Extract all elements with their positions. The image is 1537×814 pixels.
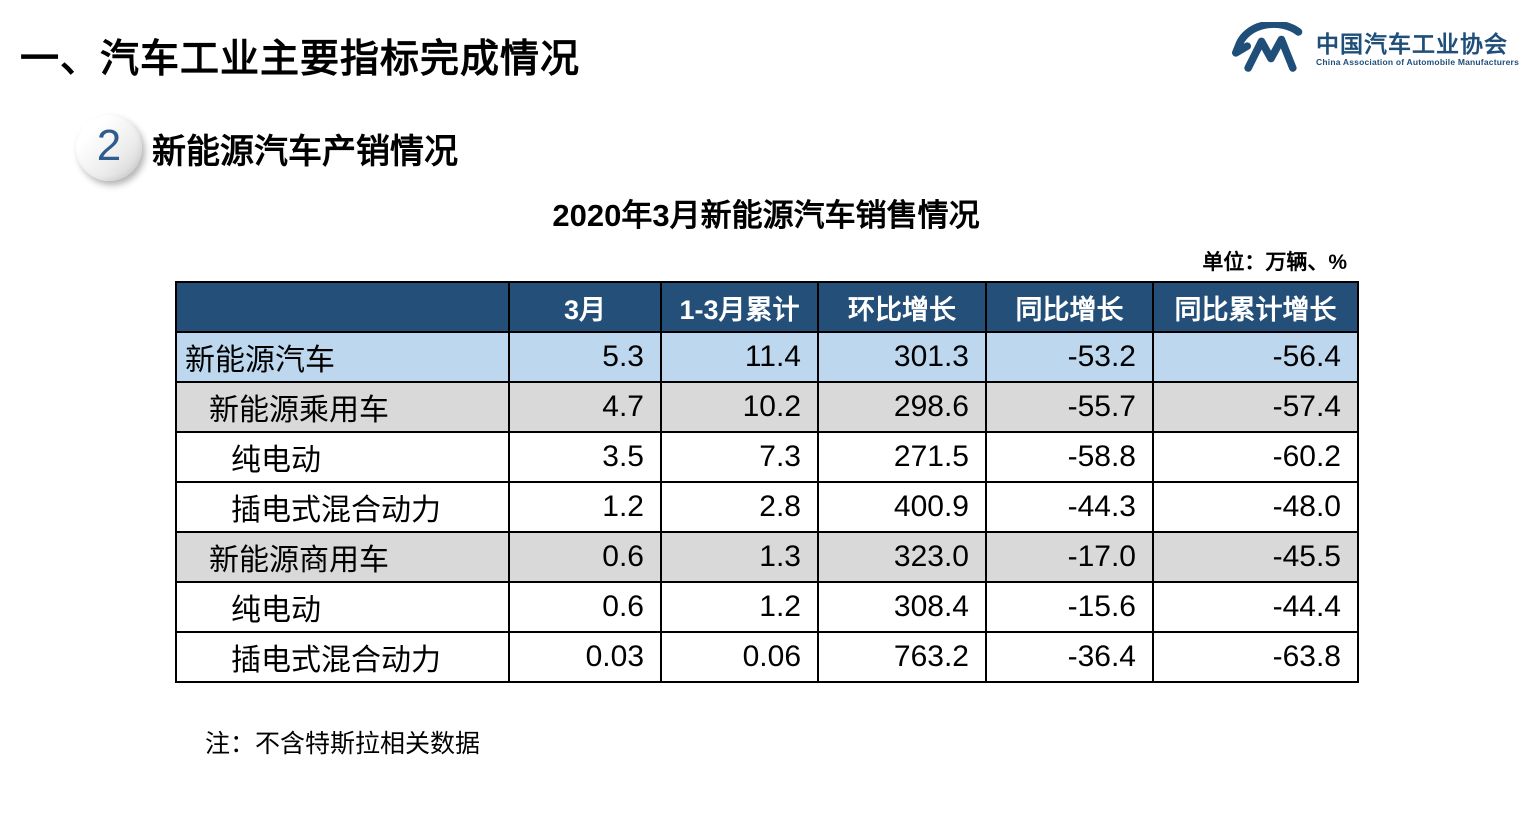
table-header-row: 3月 1-3月累计 环比增长 同比增长 同比累计增长 xyxy=(175,281,1359,333)
cam-monogram-icon xyxy=(1232,22,1303,72)
row-label: 新能源乘用车 xyxy=(175,381,510,433)
row-label: 纯电动 xyxy=(175,431,510,483)
logo-name-cn: 中国汽车工业协会 xyxy=(1316,30,1509,57)
col-header-yoy-growth: 同比增长 xyxy=(985,281,1154,333)
col-header-yoy-cumulative-growth: 同比累计增长 xyxy=(1152,281,1359,333)
logo-name-en: China Association of Automobile Manufact… xyxy=(1316,57,1519,68)
page-title: 一、汽车工业主要指标完成情况 xyxy=(20,38,581,81)
row-label: 纯电动 xyxy=(175,581,510,633)
col-header-cumulative: 1-3月累计 xyxy=(660,281,819,333)
table-row: 插电式混合动力 1.2 2.8 400.9 -44.3 -48.0 xyxy=(175,481,1359,533)
row-label: 新能源汽车 xyxy=(175,331,510,383)
table-title: 2020年3月新能源汽车销售情况 xyxy=(552,198,980,233)
cama-logo: 中国汽车工业协会 China Association of Automobile… xyxy=(1232,22,1519,76)
col-header-march: 3月 xyxy=(508,281,662,333)
table-row: 新能源汽车 5.3 11.4 301.3 -53.2 -56.4 xyxy=(175,331,1359,383)
col-header-blank xyxy=(175,281,510,333)
table-row: 纯电动 3.5 7.3 271.5 -58.8 -60.2 xyxy=(175,431,1359,483)
footnote: 注：不含特斯拉相关数据 xyxy=(205,730,481,758)
section-number-badge: 2 xyxy=(76,115,142,181)
table-row: 插电式混合动力 0.03 0.06 763.2 -36.4 -63.8 xyxy=(175,631,1359,683)
row-label: 新能源商用车 xyxy=(175,531,510,583)
section-title: 新能源汽车产销情况 xyxy=(152,133,458,171)
logo-names: 中国汽车工业协会 China Association of Automobile… xyxy=(1316,31,1519,67)
row-label: 插电式混合动力 xyxy=(175,481,510,533)
table-row: 新能源商用车 0.6 1.3 323.0 -17.0 -45.5 xyxy=(175,531,1359,583)
col-header-mom-growth: 环比增长 xyxy=(817,281,987,333)
section-number: 2 xyxy=(96,121,122,170)
nev-sales-table: 3月 1-3月累计 环比增长 同比增长 同比累计增长 新能源汽车 5.3 11.… xyxy=(175,281,1359,683)
table-row: 新能源乘用车 4.7 10.2 298.6 -55.7 -57.4 xyxy=(175,381,1359,433)
unit-label: 单位：万辆、% xyxy=(1202,251,1347,274)
table-row: 纯电动 0.6 1.2 308.4 -15.6 -44.4 xyxy=(175,581,1359,633)
row-label: 插电式混合动力 xyxy=(175,631,510,683)
